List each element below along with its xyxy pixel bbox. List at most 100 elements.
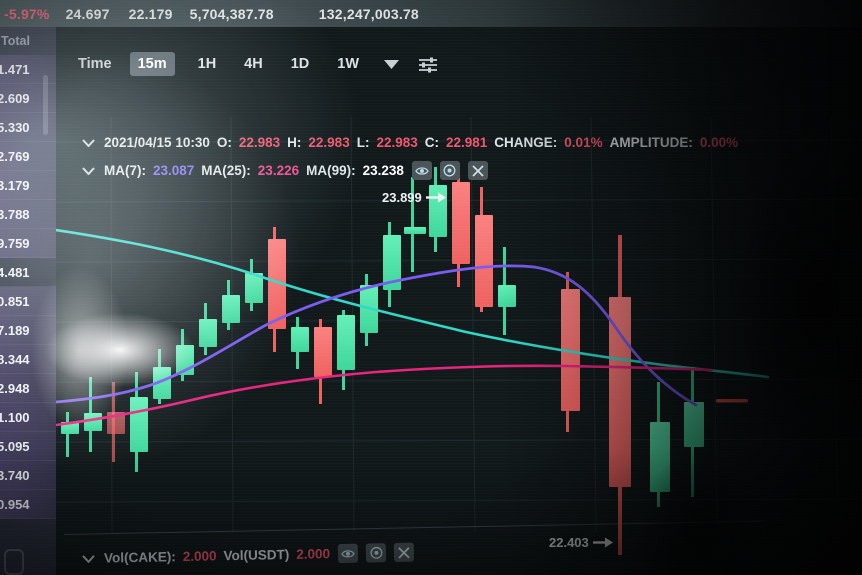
open-label: O: xyxy=(216,135,232,150)
list-item[interactable]: 5.095 xyxy=(0,432,56,461)
order-book-total-value: 0.954 xyxy=(0,496,30,512)
volume-remove-button[interactable] xyxy=(393,542,415,563)
ma25-value: 23.226 xyxy=(257,163,300,178)
ma99-label: MA(99): xyxy=(306,163,356,178)
order-book-total-header: Total xyxy=(1,34,30,48)
amplitude-value: 0.00% xyxy=(699,135,739,150)
volume-visibility-toggle[interactable] xyxy=(337,543,359,564)
more-intervals-button[interactable] xyxy=(384,59,400,69)
high-price-value: 23.899 xyxy=(382,190,422,205)
order-book-total-value: 0.851 xyxy=(0,293,30,309)
list-item[interactable]: 3.788 xyxy=(0,200,56,229)
ticker-24h-low: 22.179 xyxy=(128,5,173,22)
time-label: Time xyxy=(78,56,112,72)
low-label: L: xyxy=(356,135,370,150)
interval-1d[interactable]: 1D xyxy=(290,56,310,72)
list-item[interactable]: 3.179 xyxy=(0,171,56,200)
ma25-label: MA(25): xyxy=(201,163,251,178)
order-book-total-value: 5.095 xyxy=(0,438,30,454)
eye-icon xyxy=(415,166,429,175)
order-book-total-value: 2.948 xyxy=(0,380,30,396)
order-book-total-value: 2.609 xyxy=(0,90,30,106)
close-icon xyxy=(472,164,484,177)
interval-15m[interactable]: 15m xyxy=(129,52,175,76)
list-item[interactable]: 4.481 xyxy=(0,258,56,287)
list-item[interactable]: 7.189 xyxy=(0,316,56,345)
sidebar-scrollbar[interactable] xyxy=(43,75,48,135)
order-book-total-value: 3.179 xyxy=(0,177,30,193)
high-price-annotation: 23.899 xyxy=(382,190,446,205)
list-item[interactable]: 8.344 xyxy=(0,345,56,374)
chart-panel[interactable]: Time 15m 1H 4H 1D 1W xyxy=(56,27,862,575)
change-label: CHANGE: xyxy=(494,135,558,150)
ma7-value: 23.087 xyxy=(153,163,195,178)
open-value: 22.983 xyxy=(238,135,281,150)
list-item[interactable]: 2.948 xyxy=(0,374,56,403)
high-value: 22.983 xyxy=(308,135,350,150)
list-item[interactable]: 2.769 xyxy=(0,142,56,171)
volume-quote-value: 2.000 xyxy=(296,546,331,562)
order-book-total-value: 5.330 xyxy=(0,119,30,135)
order-book-total-value: 7.189 xyxy=(0,322,30,338)
order-book-total-value: 1.100 xyxy=(0,409,30,425)
arrow-right-icon xyxy=(592,537,613,548)
order-book-total-value: 4.481 xyxy=(0,264,30,280)
ma-visibility-toggle[interactable] xyxy=(411,161,432,180)
list-item[interactable]: 1.100 xyxy=(0,403,56,432)
ohlc-datetime: 2021/04/15 10:30 xyxy=(104,135,210,150)
volume-base-value: 2.000 xyxy=(182,548,217,565)
ma25-line xyxy=(56,264,698,407)
volume-quote-label: Vol(USDT) xyxy=(223,547,290,564)
bottom-left-control[interactable] xyxy=(4,549,24,575)
ticker-volume-quote: 132,247,003.78 xyxy=(318,5,419,22)
order-book-total-value: 8.344 xyxy=(0,351,30,367)
order-book-total-value: 9.759 xyxy=(0,235,30,251)
chart-settings-button[interactable] xyxy=(419,56,438,73)
interval-1w[interactable]: 1W xyxy=(337,56,360,72)
order-book-total-value: 3.740 xyxy=(0,467,30,483)
ticker-24h-high: 24.697 xyxy=(65,5,110,22)
change-value: 0.01% xyxy=(564,135,603,150)
order-book-total-value: 1.471 xyxy=(0,61,30,77)
sliders-icon xyxy=(419,57,438,72)
collapse-ma-icon[interactable] xyxy=(82,163,95,178)
low-value: 22.983 xyxy=(376,135,418,150)
ma-remove-button[interactable] xyxy=(467,161,488,180)
collapse-ohlc-icon[interactable] xyxy=(82,135,95,150)
ma-legend[interactable]: MA(7): 23.087 MA(25): 23.226 MA(99): 23.… xyxy=(82,161,862,180)
ticker-bar: -5.97% 24.697 22.179 5,704,387.78 132,24… xyxy=(0,0,862,27)
candlestick-chart[interactable] xyxy=(56,27,862,575)
volume-base-label: Vol(CAKE): xyxy=(103,549,176,566)
order-book-sidebar[interactable]: Total 1.471 2.609 5.330 2.769 3.179 3.78… xyxy=(0,27,56,575)
ma7-label: MA(7): xyxy=(104,163,146,178)
collapse-volume-icon[interactable] xyxy=(82,551,95,566)
list-item[interactable]: 0.954 xyxy=(0,490,56,519)
ohlc-legend[interactable]: 2021/04/15 10:30 O: 22.983 H: 22.983 L: … xyxy=(82,135,862,150)
close-value: 22.981 xyxy=(446,135,488,150)
chevron-down-icon xyxy=(384,59,400,69)
close-label: C: xyxy=(424,135,439,150)
eye-icon xyxy=(341,549,355,558)
arrow-right-icon xyxy=(425,192,446,203)
order-book-total-value: 3.788 xyxy=(0,206,30,222)
interval-4h[interactable]: 4H xyxy=(244,56,263,72)
close-icon xyxy=(398,546,410,559)
order-book-total-value: 2.769 xyxy=(0,148,30,164)
last-price-marker xyxy=(716,399,748,403)
list-item[interactable]: 3.740 xyxy=(0,461,56,490)
high-label: H: xyxy=(287,135,302,150)
chart-toolbar[interactable]: Time 15m 1H 4H 1D 1W xyxy=(56,44,862,84)
list-item[interactable]: 9.759 xyxy=(0,229,56,258)
list-item[interactable]: 0.851 xyxy=(0,287,56,316)
ticker-volume-base: 5,704,387.78 xyxy=(189,5,274,22)
candle-series[interactable] xyxy=(61,167,704,555)
target-icon xyxy=(370,546,382,559)
target-icon xyxy=(443,164,456,177)
ma-settings-toggle[interactable] xyxy=(439,161,460,180)
ticker-change-percent: -5.97% xyxy=(4,5,50,22)
ma99-value: 23.238 xyxy=(362,163,404,178)
amplitude-label: AMPLITUDE: xyxy=(609,135,693,150)
interval-1h[interactable]: 1H xyxy=(197,56,217,72)
volume-settings-toggle[interactable] xyxy=(365,543,387,563)
